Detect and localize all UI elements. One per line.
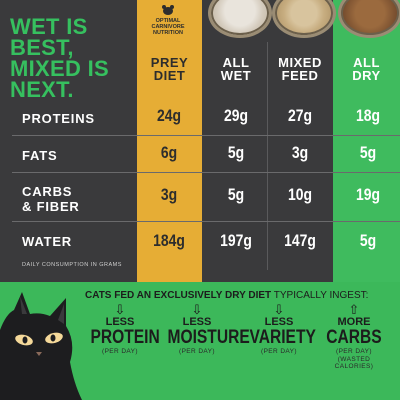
value-fats-mixed: 3g <box>291 143 309 162</box>
item-qualifier: LESS <box>182 316 212 328</box>
value-fats-wet: 5g <box>227 143 245 162</box>
row-label-fats: FATS <box>22 148 58 163</box>
column-header-line: WET <box>220 68 252 83</box>
row-label-line: & FIBER <box>22 199 80 214</box>
value-fats-dry: 5g <box>359 143 377 162</box>
item-title: PROTEIN <box>90 327 160 348</box>
column-header-line: ALL <box>222 55 250 70</box>
item-title: CARBS <box>326 327 382 348</box>
arrow-up-icon: ⇧ <box>348 302 360 317</box>
item-per-day: (PER DAY) <box>336 348 372 355</box>
prey-diet-column <box>137 0 202 282</box>
headline-line: WET IS <box>10 14 88 39</box>
column-header-mixed-feed: MIXED FEED <box>268 56 332 82</box>
headline-line: BEST, <box>10 35 74 60</box>
column-header-all-dry: ALL DRY <box>333 56 400 82</box>
value-carbs-prey: 3g <box>160 185 178 204</box>
footnote: DAILY CONSUMPTION IN GRAMS <box>22 262 122 268</box>
cat-illustration <box>0 292 82 400</box>
arrow-down-icon: ⇩ <box>273 302 285 317</box>
dry-diet-heading-emphasis: CATS FED AN EXCLUSIVELY DRY DIET <box>85 290 272 301</box>
column-header-prey-diet: PREY DIET <box>137 56 202 82</box>
item-qualifier: MORE <box>337 316 371 328</box>
headline: WET IS BEST, MIXED IS NEXT. <box>10 14 140 102</box>
badge-text: OPTIMAL <box>155 18 181 24</box>
column-header-line: DIET <box>153 68 186 83</box>
column-header-line: MIXED <box>278 55 322 70</box>
column-divider <box>267 42 268 270</box>
row-label-proteins: PROTEINS <box>22 111 95 126</box>
column-header-line: PREY <box>150 55 189 70</box>
badge-text: NUTRITION <box>153 30 183 36</box>
value-water-wet: 197g <box>220 231 252 250</box>
column-header-line: DRY <box>352 68 381 83</box>
badge-text: CARNIVORE <box>151 24 185 30</box>
value-fats-prey: 6g <box>160 143 178 162</box>
dry-diet-heading: CATS FED AN EXCLUSIVELY DRY DIET TYPICAL… <box>85 290 395 301</box>
headline-line: MIXED IS <box>10 56 109 81</box>
item-more-carbs: ⇧ MORE CARBS (PER DAY) (WASTED CALORIES) <box>318 302 390 370</box>
bowl-wet-food <box>208 0 272 38</box>
item-qualifier: LESS <box>105 316 135 328</box>
optimal-nutrition-badge: OPTIMAL CARNIVORE NUTRITION <box>148 4 188 36</box>
item-title: MOISTURE <box>167 327 250 348</box>
item-note: (WASTED CALORIES) <box>334 356 374 370</box>
value-water-prey: 184g <box>153 231 185 250</box>
item-per-day: (PER DAY) <box>261 348 297 355</box>
item-less-moisture: ⇩ LESS MOISTURE (PER DAY) <box>161 302 250 355</box>
mouse-icon <box>148 4 188 18</box>
value-carbs-wet: 5g <box>227 185 245 204</box>
column-header-all-wet: ALL WET <box>205 56 267 82</box>
row-divider <box>12 172 400 173</box>
arrow-down-icon: ⇩ <box>114 302 126 317</box>
headline-line: NEXT. <box>10 77 74 102</box>
item-qualifier: LESS <box>264 316 294 328</box>
bowl-mixed-food <box>272 0 336 38</box>
value-proteins-mixed: 27g <box>287 106 313 125</box>
value-water-dry: 5g <box>359 231 377 250</box>
column-header-line: ALL <box>353 55 380 70</box>
bowl-dry-food <box>338 0 400 38</box>
row-divider <box>12 221 400 222</box>
item-title: VARIETY <box>249 327 316 348</box>
value-proteins-dry: 18g <box>355 106 381 125</box>
item-less-protein: ⇩ LESS PROTEIN (PER DAY) <box>84 302 160 355</box>
item-per-day: (PER DAY) <box>179 348 215 355</box>
row-label-carbs-fiber: CARBS & FIBER <box>22 184 80 214</box>
value-carbs-mixed: 10g <box>287 185 313 204</box>
all-dry-column <box>333 0 400 282</box>
arrow-down-icon: ⇩ <box>191 302 203 317</box>
item-less-variety: ⇩ LESS VARIETY (PER DAY) <box>243 302 316 355</box>
column-header-line: FEED <box>281 68 319 83</box>
row-label-water: WATER <box>22 234 72 249</box>
value-water-mixed: 147g <box>284 231 316 250</box>
value-proteins-wet: 29g <box>223 106 249 125</box>
item-per-day: (PER DAY) <box>102 348 138 355</box>
value-proteins-prey: 24g <box>156 106 182 125</box>
row-divider <box>12 135 400 136</box>
value-carbs-dry: 19g <box>355 185 381 204</box>
dry-diet-heading-rest: TYPICALLY INGEST: <box>271 290 369 301</box>
row-label-line: CARBS <box>22 184 73 199</box>
